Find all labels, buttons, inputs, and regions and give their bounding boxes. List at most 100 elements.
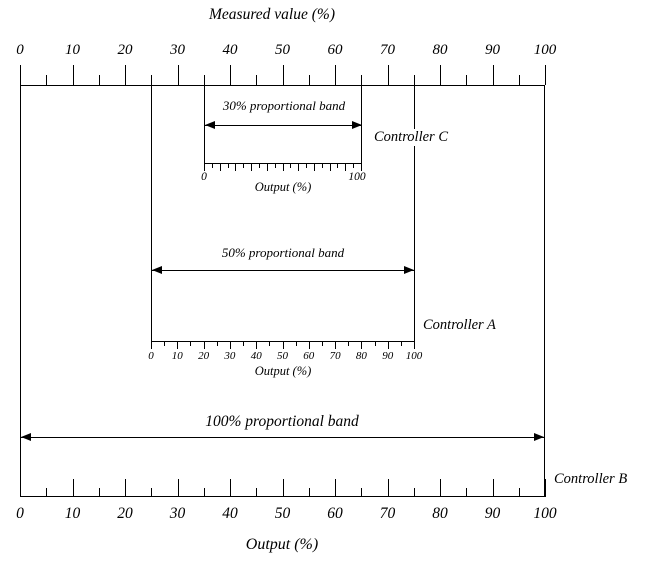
tick xyxy=(348,342,350,346)
tick xyxy=(313,164,315,171)
tick xyxy=(387,342,389,349)
band-edge-line-75pct xyxy=(414,85,415,341)
tick xyxy=(227,164,229,168)
controller-b-band-arrow xyxy=(21,433,544,441)
tick-label: 100 xyxy=(533,42,557,58)
controller-b-output-label: Output (%) xyxy=(245,536,319,553)
tick xyxy=(258,164,260,168)
controller-b-scale-ticks xyxy=(20,479,546,497)
measured-value-title: Measured value (%) xyxy=(209,6,335,23)
tick xyxy=(518,488,520,497)
tick xyxy=(266,164,268,171)
tick xyxy=(177,342,179,349)
controller-c-scale-max: 100 xyxy=(348,171,366,183)
tick xyxy=(308,75,310,85)
tick xyxy=(98,488,100,497)
controller-c-scale-min: 0 xyxy=(201,171,207,183)
tick xyxy=(203,342,205,349)
tick-label: 30 xyxy=(224,350,236,362)
tick xyxy=(125,65,126,85)
tick xyxy=(413,488,415,497)
tick xyxy=(125,479,126,497)
tick xyxy=(98,75,100,85)
tick xyxy=(440,479,441,497)
tick xyxy=(518,75,520,85)
tick xyxy=(269,342,271,346)
tick-label: 0 xyxy=(16,42,24,58)
controller-a-output-label: Output (%) xyxy=(254,364,312,378)
controller-c-scale-ticks xyxy=(204,164,362,171)
tick-label: 50 xyxy=(275,42,290,58)
tick-label: 40 xyxy=(222,505,238,522)
tick xyxy=(46,488,48,497)
tick xyxy=(466,488,468,497)
tick xyxy=(203,75,205,85)
diagram-frame xyxy=(20,85,545,497)
tick xyxy=(321,342,323,346)
tick xyxy=(151,75,153,85)
controller-b-scale-labels: 0 10 20 30 40 50 60 70 80 90 100 xyxy=(16,505,557,523)
tick-label: 20 xyxy=(117,505,133,522)
tick xyxy=(282,164,284,171)
tick xyxy=(413,75,415,85)
tick xyxy=(204,164,205,171)
tick xyxy=(440,65,441,85)
tick xyxy=(321,164,323,168)
tick xyxy=(177,479,179,497)
tick xyxy=(400,342,402,346)
controller-c-label: Controller C xyxy=(371,129,451,146)
tick xyxy=(361,75,363,85)
tick-label: 0 xyxy=(16,505,24,522)
tick xyxy=(466,75,468,85)
controller-a-scale-labels: 0 10 20 30 40 50 60 70 80 90 100 xyxy=(148,350,422,363)
tick-label: 60 xyxy=(327,42,343,58)
tick xyxy=(230,479,231,497)
controller-b-band-label: 100% proportional band xyxy=(205,413,359,430)
tick-label: 80 xyxy=(432,505,448,522)
measured-scale-labels: 0 10 20 30 40 50 60 70 80 90 100 xyxy=(16,42,556,60)
tick xyxy=(335,479,336,497)
controller-c-band-label: 30% proportional band xyxy=(222,98,346,113)
tick xyxy=(46,75,48,85)
controller-a-scale-line xyxy=(151,341,415,342)
tick-label: 60 xyxy=(327,505,343,522)
tick xyxy=(361,342,363,349)
tick-label: 40 xyxy=(250,350,262,362)
tick-label: 80 xyxy=(355,350,367,362)
tick-label: 10 xyxy=(171,350,183,362)
tick-label: 80 xyxy=(432,42,448,58)
tick xyxy=(545,479,546,497)
tick xyxy=(72,479,74,497)
tick xyxy=(211,164,213,168)
tick xyxy=(177,65,179,85)
tick xyxy=(492,65,494,85)
band-edge-line-35pct xyxy=(204,85,205,163)
tick-label: 100 xyxy=(405,350,423,362)
tick xyxy=(72,65,74,85)
controller-c-band-arrow xyxy=(205,121,362,129)
tick xyxy=(256,488,258,497)
tick xyxy=(243,164,245,168)
tick xyxy=(216,342,218,346)
tick xyxy=(282,65,284,85)
tick-label: 0 xyxy=(148,350,154,362)
controller-a-band-label: 50% proportional band xyxy=(221,245,345,260)
tick-label: 20 xyxy=(117,42,133,58)
tick-label: 90 xyxy=(484,505,501,522)
tick xyxy=(337,164,339,168)
tick xyxy=(306,164,308,168)
tick-label: 40 xyxy=(222,42,238,58)
band-edge-line-25pct xyxy=(151,85,152,341)
tick xyxy=(374,342,376,346)
tick xyxy=(151,488,153,497)
tick xyxy=(361,488,363,497)
tick xyxy=(190,342,192,346)
tick xyxy=(151,342,152,349)
tick xyxy=(256,75,258,85)
tick-label: 70 xyxy=(329,350,341,362)
tick xyxy=(230,65,231,85)
tick-label: 30 xyxy=(169,505,186,522)
tick-label: 50 xyxy=(277,350,288,362)
tick-label: 90 xyxy=(382,350,394,362)
